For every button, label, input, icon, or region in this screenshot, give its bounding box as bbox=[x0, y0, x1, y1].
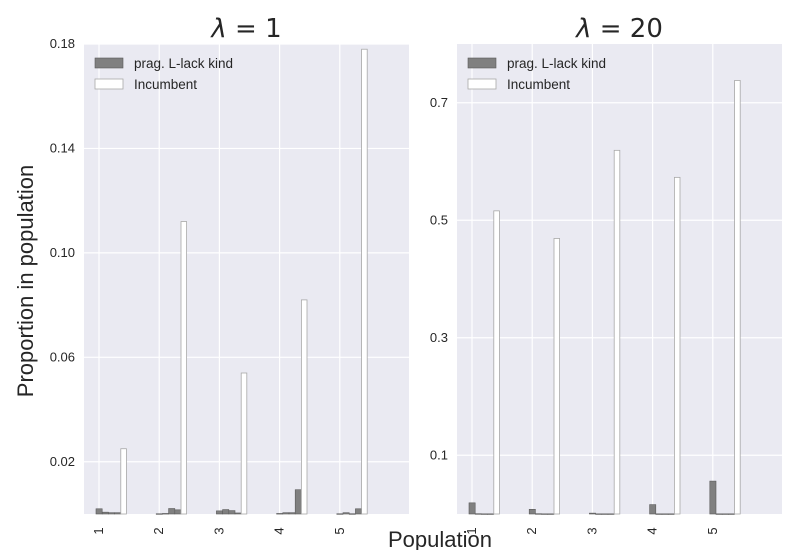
bar-prag-l-lack-kind bbox=[528, 508, 536, 515]
panel-lambda-20: 0.1 0.3 0.5 0.7 1 2 3 4 5 λ = 20 prag. L-lack kind… bbox=[430, 14, 782, 535]
x-tick-label: 1 bbox=[464, 527, 479, 534]
bar-prag-l-lack-kind bbox=[541, 513, 549, 515]
bar-incumbent bbox=[240, 372, 248, 515]
bar-prag-l-lack-kind bbox=[601, 513, 609, 515]
bar-incumbent bbox=[493, 210, 500, 515]
bar-prag-l-lack-kind bbox=[282, 512, 290, 515]
y-tick-label: 0.7 bbox=[430, 95, 448, 110]
bar-prag-l-lack-kind bbox=[348, 513, 356, 515]
bar-prag-l-lack-kind bbox=[162, 513, 169, 515]
x-tick-label: 5 bbox=[705, 527, 720, 534]
bar-prag-l-lack-kind bbox=[715, 513, 723, 515]
panel-title-value: = 20 bbox=[591, 14, 662, 44]
bar-prag-l-lack-kind bbox=[222, 509, 230, 515]
bar-prag-l-lack-kind bbox=[721, 513, 729, 515]
legend-label-incumbent: Incumbent bbox=[134, 77, 197, 92]
legend: prag. L-lack kind Incumbent bbox=[467, 56, 606, 92]
y-tick-label: 0.3 bbox=[430, 330, 448, 345]
bar-incumbent bbox=[553, 238, 560, 515]
bar-prag-l-lack-kind bbox=[468, 502, 476, 515]
bar-prag-l-lack-kind bbox=[487, 513, 495, 515]
bar-prag-l-lack-kind bbox=[342, 512, 350, 515]
panel-title: λ = 1 bbox=[209, 14, 281, 44]
bar-incumbent bbox=[674, 176, 681, 515]
panel-title-symbol: λ bbox=[209, 14, 226, 44]
bar-prag-l-lack-kind bbox=[661, 513, 669, 515]
bar-prag-l-lack-kind bbox=[108, 512, 115, 515]
x-tick-label: 1 bbox=[91, 527, 106, 534]
bar-prag-l-lack-kind bbox=[114, 512, 122, 515]
bar-prag-l-lack-kind bbox=[288, 512, 296, 515]
bar-prag-l-lack-kind bbox=[481, 513, 488, 515]
bar-prag-l-lack-kind bbox=[155, 513, 163, 515]
y-tick-label: 0.10 bbox=[50, 245, 75, 260]
bar-incumbent bbox=[120, 448, 127, 515]
bar-incumbent bbox=[180, 221, 187, 515]
bar-prag-l-lack-kind bbox=[589, 512, 596, 515]
bar-prag-l-lack-kind bbox=[655, 513, 663, 515]
x-tick-label: 4 bbox=[272, 527, 287, 534]
bar-prag-l-lack-kind bbox=[667, 513, 675, 515]
x-tick-label: 4 bbox=[645, 527, 660, 534]
legend: prag. L-lack kind Incumbent bbox=[94, 56, 233, 92]
bar-prag-l-lack-kind bbox=[101, 511, 109, 515]
bar-prag-l-lack-kind bbox=[336, 513, 344, 515]
bar-prag-l-lack-kind bbox=[728, 513, 735, 515]
bar-prag-l-lack-kind bbox=[474, 513, 482, 515]
legend-label-kind: prag. L-lack kind bbox=[134, 56, 233, 71]
legend-swatch-incumbent bbox=[94, 78, 124, 90]
bar-prag-l-lack-kind bbox=[709, 480, 717, 515]
bar-incumbent bbox=[300, 299, 308, 515]
bar-prag-l-lack-kind bbox=[607, 513, 615, 515]
x-tick-label: 3 bbox=[584, 527, 599, 534]
x-tick-label: 5 bbox=[332, 527, 347, 534]
y-tick-label: 0.5 bbox=[430, 212, 448, 227]
bar-prag-l-lack-kind bbox=[649, 504, 657, 515]
bar-prag-l-lack-kind bbox=[355, 508, 362, 515]
bar-prag-l-lack-kind bbox=[228, 510, 236, 515]
bar-prag-l-lack-kind bbox=[168, 508, 176, 515]
x-tick-label: 2 bbox=[524, 527, 539, 534]
bar-prag-l-lack-kind bbox=[294, 489, 302, 515]
bar-incumbent bbox=[613, 149, 621, 515]
y-axis-label: Proportion in population bbox=[13, 165, 38, 397]
bar-prag-l-lack-kind bbox=[234, 512, 242, 515]
y-tick-label: 0.14 bbox=[50, 140, 75, 155]
bar-prag-l-lack-kind bbox=[95, 508, 103, 515]
bar-prag-l-lack-kind bbox=[547, 513, 555, 515]
legend-label-incumbent: Incumbent bbox=[507, 77, 570, 92]
y-tick-label: 0.18 bbox=[50, 36, 75, 51]
bar-prag-l-lack-kind bbox=[535, 513, 542, 515]
legend-label-kind: prag. L-lack kind bbox=[507, 56, 606, 71]
panel-title-value: = 1 bbox=[227, 14, 282, 44]
panel-lambda-1: 0.02 0.06 0.10 0.14 0.18 1 2 3 4 5 λ = 1 prag. L-la… bbox=[50, 14, 409, 535]
legend-swatch-incumbent bbox=[467, 78, 497, 90]
bar-prag-l-lack-kind bbox=[174, 509, 182, 515]
x-tick-label: 2 bbox=[151, 527, 166, 534]
panel-title: λ = 20 bbox=[574, 14, 663, 44]
legend-swatch-kind bbox=[467, 57, 497, 69]
bar-prag-l-lack-kind bbox=[216, 510, 223, 515]
panel-title-symbol: λ bbox=[574, 14, 591, 44]
legend-swatch-kind bbox=[94, 57, 124, 69]
bar-prag-l-lack-kind bbox=[595, 513, 603, 515]
y-tick-label: 0.02 bbox=[50, 454, 75, 469]
bar-incumbent bbox=[734, 80, 741, 515]
x-axis-label: Population bbox=[388, 527, 492, 550]
bar-prag-l-lack-kind bbox=[276, 513, 284, 515]
bar-incumbent bbox=[361, 48, 368, 515]
y-tick-label: 0.1 bbox=[430, 447, 448, 462]
x-tick-label: 3 bbox=[211, 527, 226, 534]
y-tick-label: 0.06 bbox=[50, 349, 75, 364]
